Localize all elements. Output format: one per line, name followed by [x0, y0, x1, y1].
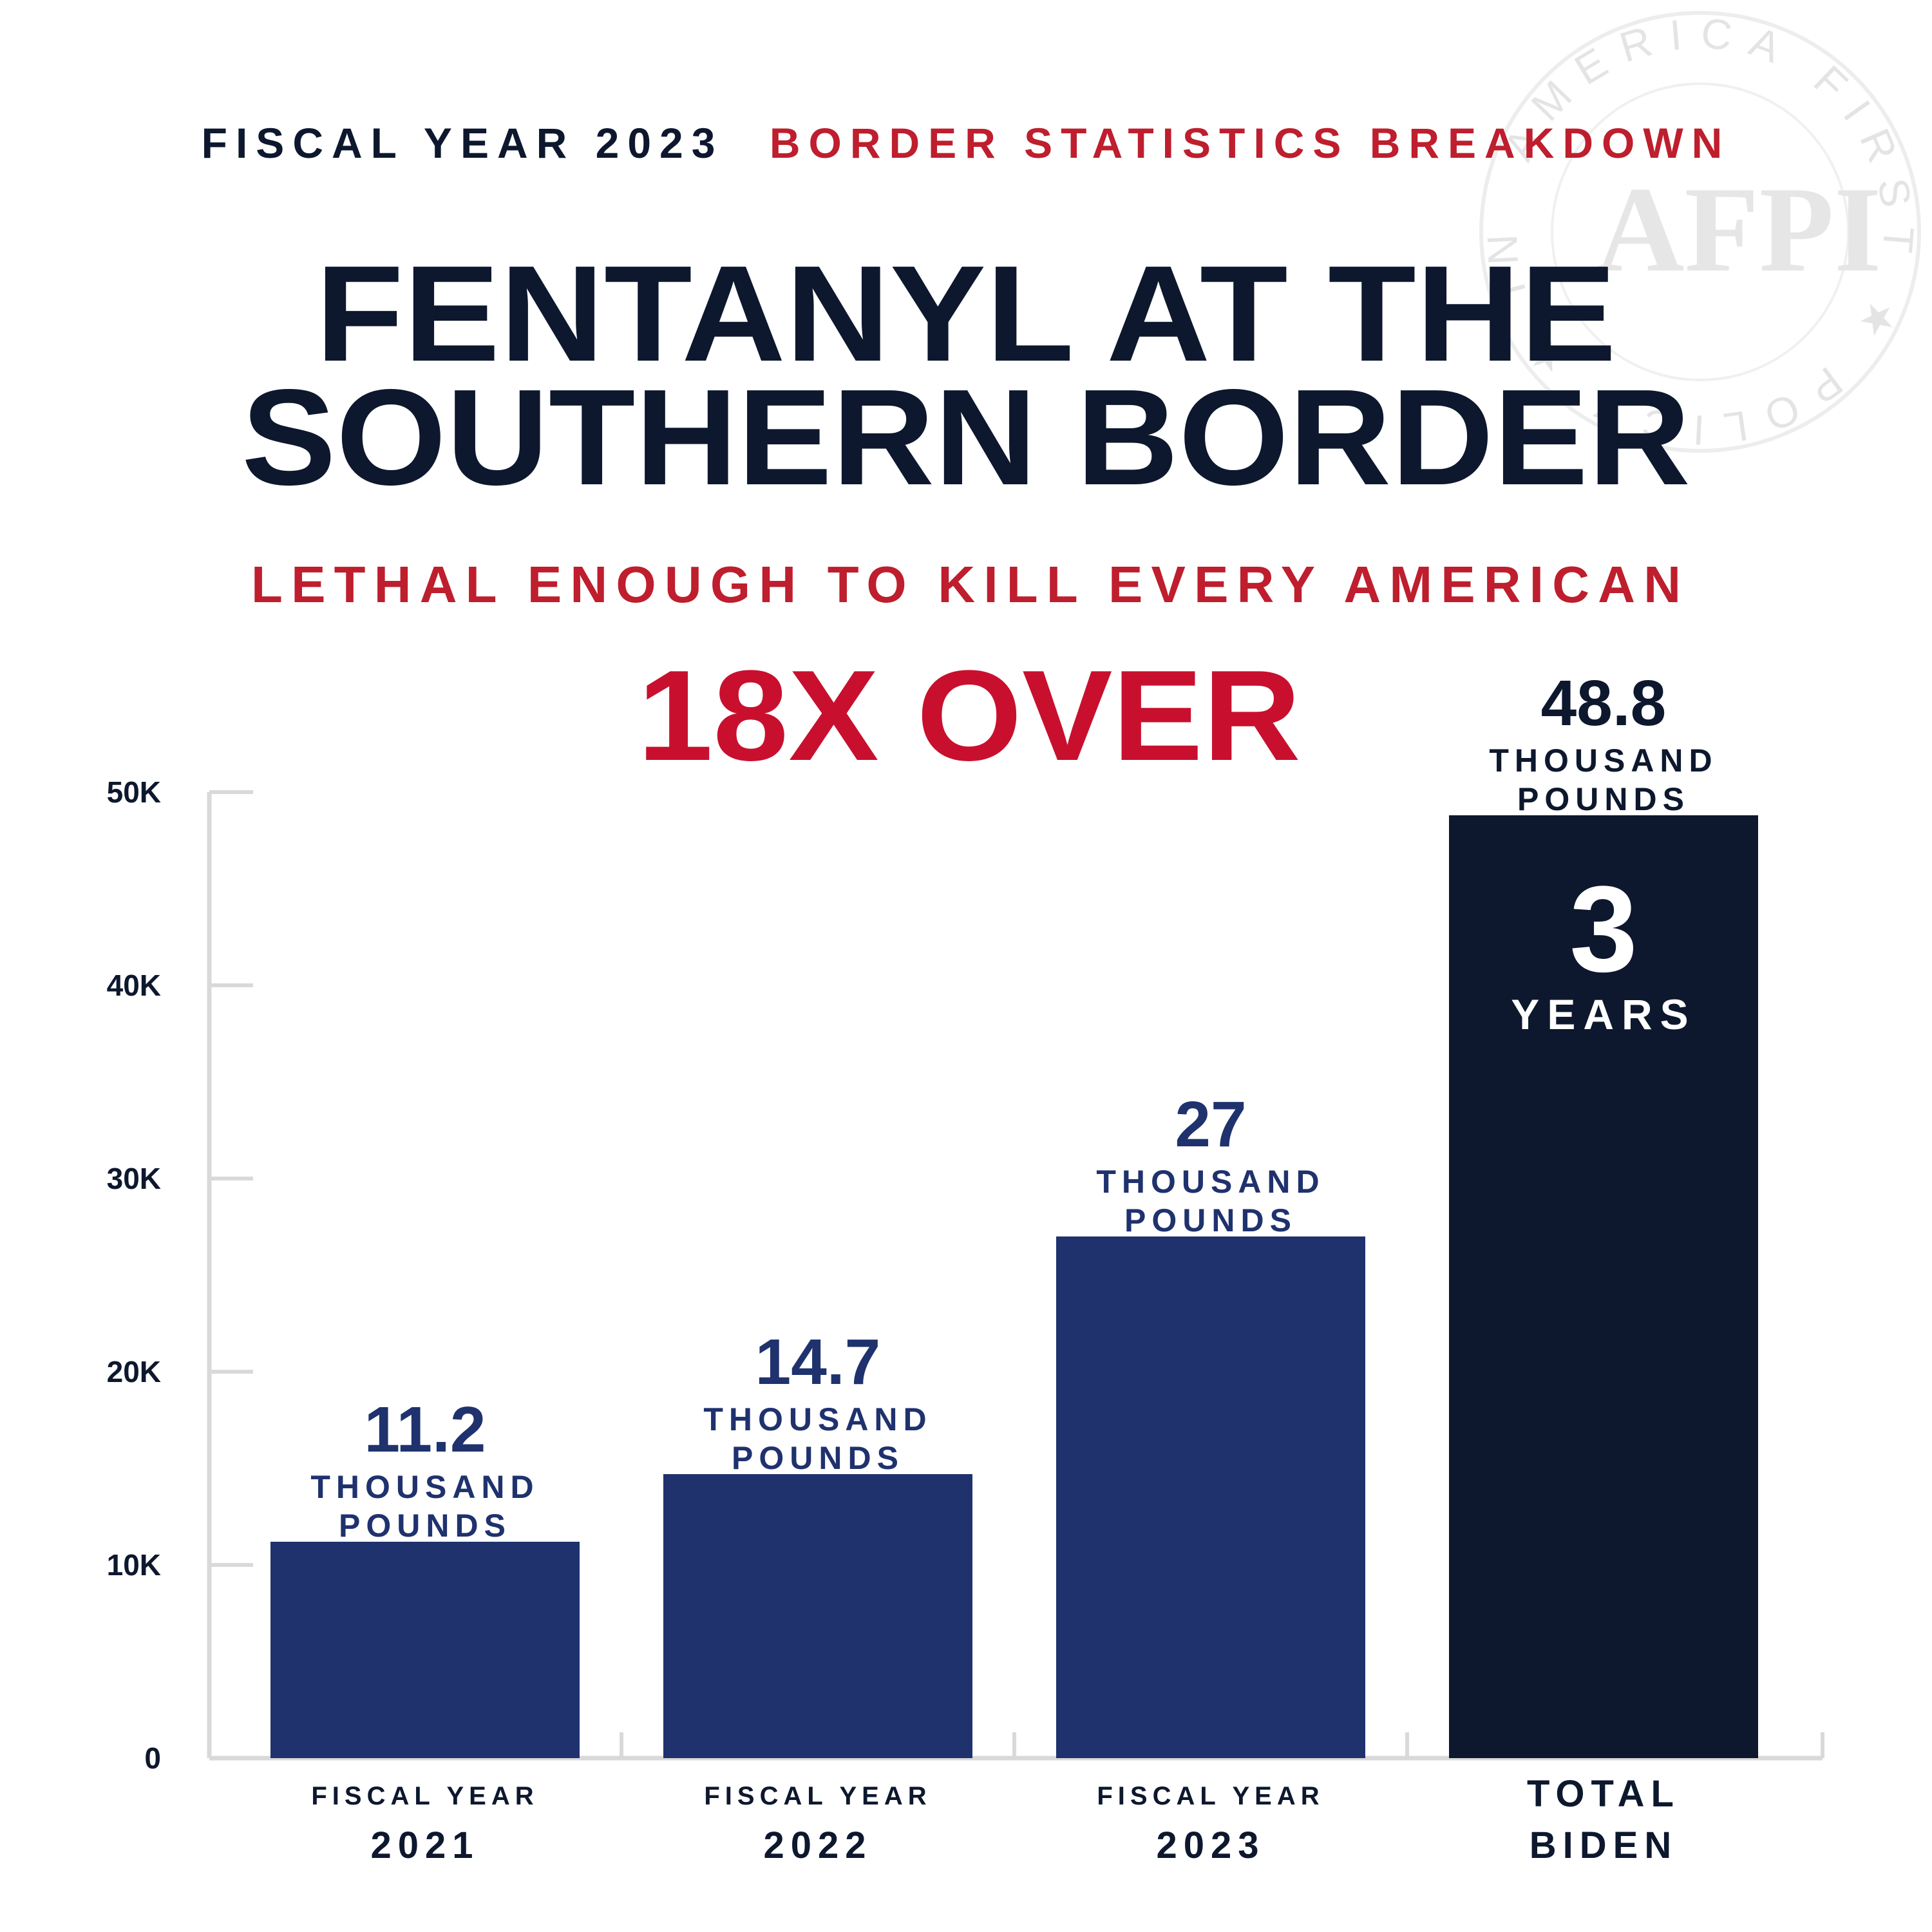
kicker-left: FISCAL YEAR 2023 [202, 119, 724, 167]
bar-3 [1056, 1236, 1365, 1758]
page-title-line-1: FENTANYL AT THE [316, 237, 1616, 390]
y-tick-label: 30K [107, 1162, 161, 1195]
bar-inner-text: YEARS [1511, 990, 1696, 1038]
y-tick-label: 50K [107, 775, 161, 809]
bar-4 [1449, 815, 1758, 1758]
seal-outer-ring [1479, 11, 1921, 453]
bar-value-unit-line1: THOUSAND [1096, 1164, 1325, 1200]
bar-1 [270, 1542, 580, 1758]
x-category-label-line2: BIDEN [1530, 1824, 1678, 1866]
x-category-label-line2: 2022 [763, 1824, 872, 1866]
bar-value-unit-line2: POUNDS [1517, 781, 1690, 817]
header-kicker: FISCAL YEAR 2023 BORDER STATISTICS BREAK… [202, 119, 1731, 167]
seal-inner-ring [1551, 82, 1850, 381]
bar-value-unit-line2: POUNDS [339, 1508, 511, 1544]
x-category-label-line2: 2023 [1156, 1824, 1265, 1866]
kicker-right: BORDER STATISTICS BREAKDOWN [770, 119, 1731, 167]
x-category-label-line1: FISCAL YEAR [311, 1782, 538, 1810]
y-tick-label: 40K [107, 969, 161, 1002]
chart-bars [270, 815, 1758, 1758]
bar-value-number: 48.8 [1541, 667, 1667, 739]
bar-value-unit-line1: THOUSAND [1489, 743, 1718, 779]
highlight-18x-over: 18X OVER [638, 644, 1301, 788]
seal-center-text: AFPI [1596, 162, 1881, 298]
page-title-line-2: SOUTHERN BORDER [242, 361, 1690, 513]
bar-value-unit-line1: THOUSAND [310, 1469, 539, 1505]
bar-value-unit-line1: THOUSAND [703, 1401, 932, 1437]
x-category-label-line1: TOTAL [1527, 1773, 1680, 1815]
y-tick-label: 20K [107, 1355, 161, 1388]
subtitle: LETHAL ENOUGH TO KILL EVERY AMERICAN [251, 556, 1681, 613]
bar-value-unit-line2: POUNDS [1124, 1202, 1297, 1238]
bar-value-number: 11.2 [364, 1394, 486, 1466]
y-tick-label: 0 [144, 1741, 161, 1775]
bar-2 [663, 1474, 972, 1758]
x-category-label-line1: FISCAL YEAR [704, 1782, 931, 1810]
bar-inner-number: 3 [1569, 861, 1638, 998]
x-category-label-line1: FISCAL YEAR [1097, 1782, 1324, 1810]
bar-value-number: 27 [1175, 1088, 1246, 1160]
y-tick-label: 10K [107, 1548, 161, 1582]
x-category-label-line2: 2021 [370, 1824, 479, 1866]
bar-value-unit-line2: POUNDS [732, 1440, 904, 1476]
bar-value-number: 14.7 [755, 1326, 881, 1398]
